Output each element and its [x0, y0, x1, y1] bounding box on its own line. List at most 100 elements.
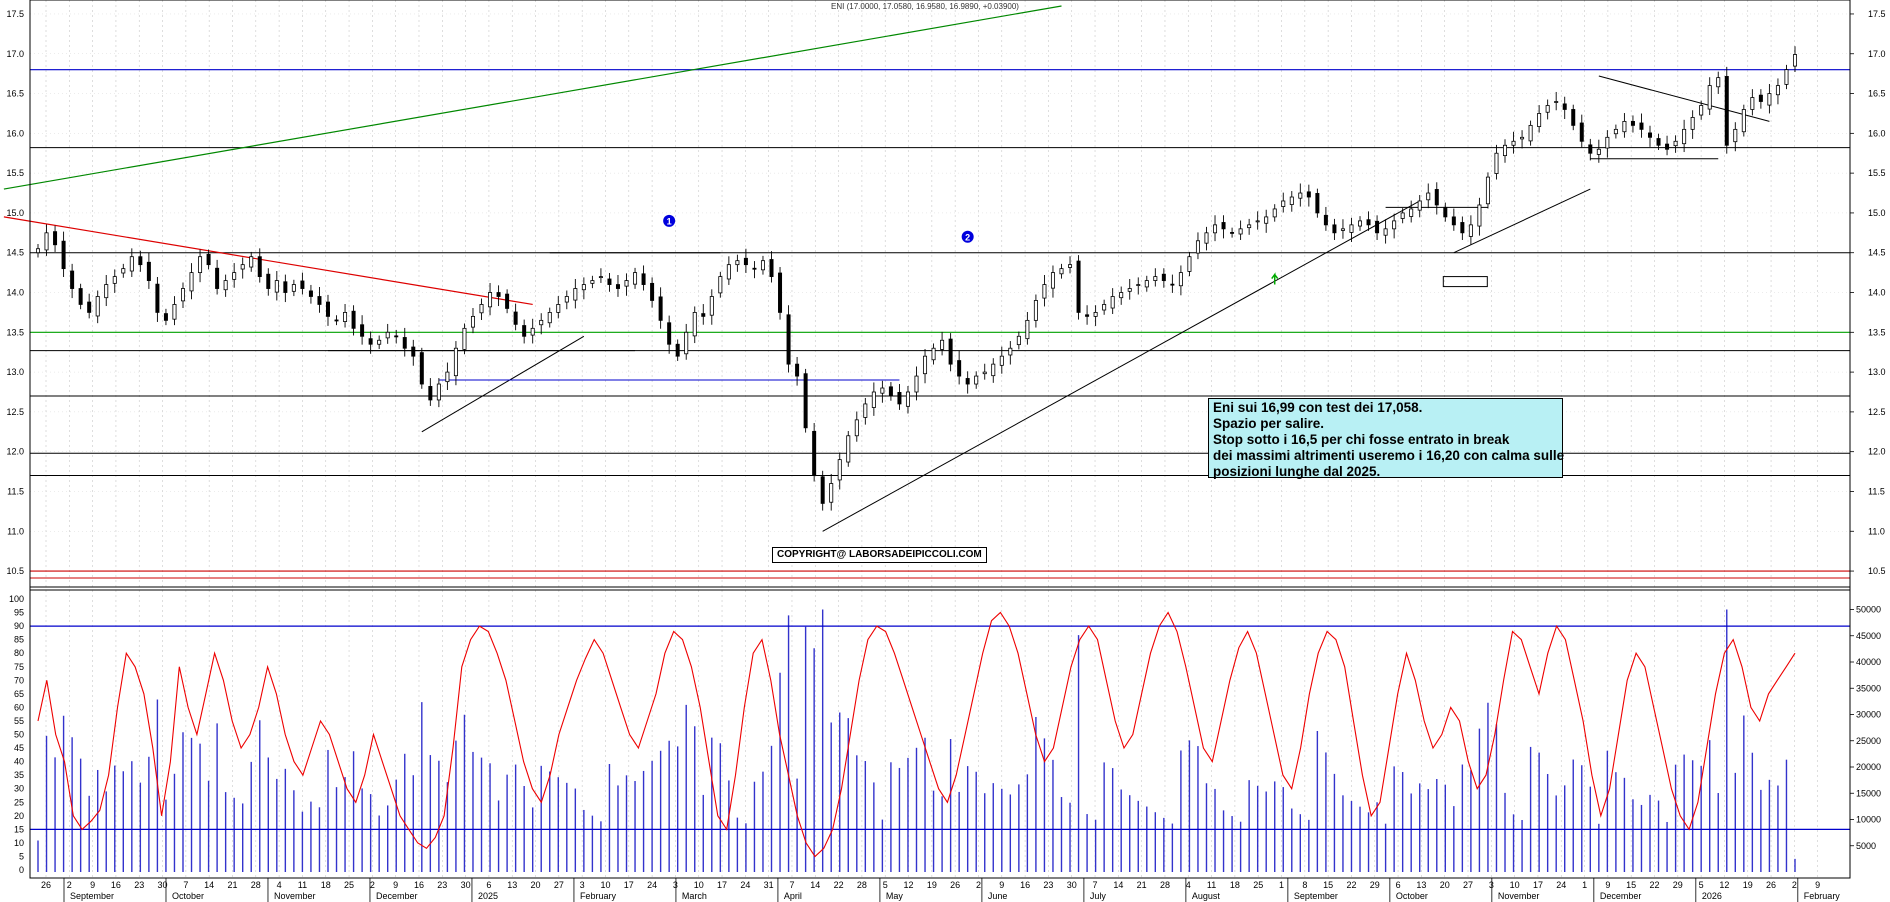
x-month-label: August [1192, 891, 1221, 901]
x-day-label: 28 [251, 880, 261, 890]
candle-body [1093, 312, 1098, 317]
candle-body [863, 403, 868, 418]
x-day-label: 6 [486, 880, 491, 890]
candle-body [1545, 105, 1550, 113]
x-day-label: 1 [1582, 880, 1587, 890]
candle-body [1673, 140, 1678, 147]
candle-body [769, 259, 774, 277]
marker-circle [961, 230, 974, 243]
candle-body [581, 284, 586, 291]
candle-body [1784, 69, 1789, 85]
y-tick-label: 14.0 [1868, 288, 1886, 298]
y-tick-label: 15.0 [1868, 208, 1886, 218]
candle-body [931, 347, 936, 361]
x-day-label: 8 [1302, 880, 1307, 890]
x-day-label: 13 [507, 880, 517, 890]
candle-body [343, 312, 348, 322]
candle-body [1767, 93, 1772, 106]
candle-body [360, 324, 365, 337]
gridlines [30, 0, 1850, 878]
candle-body [1016, 335, 1021, 346]
candle-body [138, 256, 143, 266]
x-month-label: November [1498, 891, 1540, 901]
downtrend-line [1598, 75, 1770, 122]
candle-body [1613, 128, 1618, 135]
trendlines [3, 5, 1770, 532]
oscillator-tick-label: 65 [14, 689, 24, 699]
volume-tick-label: 10000 [1856, 815, 1881, 825]
candle-body [837, 459, 842, 481]
candle-body [624, 280, 629, 287]
x-month-label: 2025 [478, 891, 498, 901]
x-day-label: 4 [277, 880, 282, 890]
x-month-label: December [376, 891, 418, 901]
candle-body [1187, 256, 1192, 272]
support-trendline [421, 335, 585, 433]
candle-body [70, 270, 75, 289]
support-trendline [822, 200, 1420, 532]
candle-body [1033, 300, 1038, 321]
candle-body [709, 296, 714, 316]
y-tick-label-left: 11.5 [7, 486, 24, 496]
candle-body [803, 373, 808, 429]
volume-tick-label: 45000 [1856, 631, 1881, 641]
x-day-label: 3 [673, 880, 678, 890]
candle-body [965, 378, 970, 385]
candle-body [735, 260, 740, 266]
candle-body [675, 343, 680, 357]
candle-body [1571, 109, 1576, 126]
candle-body [1494, 152, 1499, 174]
y-tick-label: 11.0 [1868, 526, 1885, 536]
y-tick-label: 15.5 [1868, 168, 1886, 178]
x-day-label: 5 [883, 880, 888, 890]
candle-body [905, 391, 910, 407]
candle-body [812, 430, 817, 476]
candle-body [1690, 117, 1695, 130]
candle-body [1417, 200, 1422, 211]
candle-body [718, 276, 723, 294]
marker-label: 2 [965, 232, 970, 242]
candle-body [223, 280, 228, 291]
candle-body [1008, 347, 1013, 356]
candle-body [249, 256, 254, 268]
candle-body [87, 301, 92, 313]
candle-body [897, 391, 902, 405]
volume-tick-label: 15000 [1856, 788, 1881, 798]
x-day-label: 7 [1093, 880, 1098, 890]
markers: 12 [663, 214, 1488, 288]
candle-body [641, 273, 646, 285]
x-month-label: November [274, 891, 316, 901]
candle-body [1195, 240, 1200, 254]
candle-body [1758, 94, 1763, 102]
candle-body [257, 256, 262, 277]
y-tick-label: 11.5 [1868, 486, 1885, 496]
x-day-label: 16 [111, 880, 121, 890]
oscillator-tick-label: 50 [14, 730, 24, 740]
candle-body [163, 313, 168, 321]
horizontal-levels [30, 69, 1850, 579]
analysis-note: Eni sui 16,99 con test dei 17,058. Spazi… [1208, 398, 1564, 479]
y-tick-label: 10.5 [1868, 566, 1886, 576]
candle-body [1264, 216, 1269, 224]
oscillator-line [37, 611, 1796, 858]
x-month-label: October [172, 891, 204, 901]
x-day-label: 2 [67, 880, 72, 890]
candle-body [1793, 54, 1798, 67]
candle-body [198, 256, 203, 274]
oscillator-tick-label: 60 [14, 702, 24, 712]
candle-body [974, 375, 979, 385]
candle-body [1537, 113, 1542, 127]
x-day-label: 27 [1463, 880, 1473, 890]
x-day-label: 3 [580, 880, 585, 890]
x-month-label: July [1090, 891, 1107, 901]
candle-body [1306, 191, 1311, 198]
candle-body [78, 288, 83, 305]
candle-body [155, 283, 160, 313]
y-tick-label: 16.5 [1868, 89, 1886, 99]
candle-body [1076, 260, 1081, 313]
candle-body [53, 231, 58, 246]
candle-body [615, 284, 620, 289]
candle-body [180, 288, 185, 302]
x-day-label: 10 [600, 880, 610, 890]
